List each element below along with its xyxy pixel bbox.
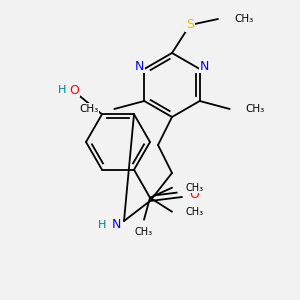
Text: CH₃: CH₃ <box>135 227 153 237</box>
Text: H: H <box>98 220 106 230</box>
Text: S: S <box>186 19 194 32</box>
Text: CH₃: CH₃ <box>246 104 265 114</box>
Text: N: N <box>135 59 144 73</box>
Text: CH₃: CH₃ <box>234 14 253 24</box>
Text: CH₃: CH₃ <box>79 104 98 114</box>
Text: CH₃: CH₃ <box>186 207 204 217</box>
Text: N: N <box>200 59 209 73</box>
Text: CH₃: CH₃ <box>186 183 204 193</box>
Text: H: H <box>58 85 66 95</box>
Text: O: O <box>69 84 79 97</box>
Text: O: O <box>189 188 199 202</box>
Text: N: N <box>111 218 121 232</box>
